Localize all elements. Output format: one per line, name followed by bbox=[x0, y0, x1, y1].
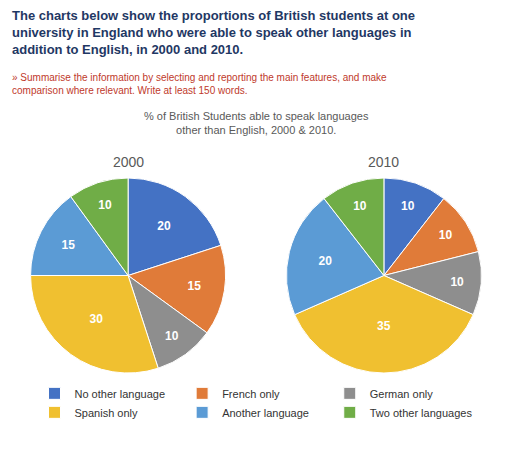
svg-text:10: 10 bbox=[401, 199, 415, 213]
svg-text:Spanish only: Spanish only bbox=[75, 407, 138, 419]
svg-text:20: 20 bbox=[319, 254, 333, 268]
svg-text:2000: 2000 bbox=[113, 154, 144, 170]
svg-text:10: 10 bbox=[353, 199, 367, 213]
svg-text:Another language: Another language bbox=[222, 407, 309, 419]
svg-text:30: 30 bbox=[90, 312, 104, 326]
svg-text:20: 20 bbox=[157, 219, 171, 233]
svg-text:2010: 2010 bbox=[368, 154, 399, 170]
svg-text:German only: German only bbox=[370, 388, 433, 400]
svg-text:10: 10 bbox=[165, 329, 179, 343]
svg-text:» Summarise the information by: » Summarise the information by selecting… bbox=[12, 72, 387, 96]
svg-text:35: 35 bbox=[377, 319, 391, 333]
svg-text:10: 10 bbox=[98, 198, 112, 212]
svg-text:15: 15 bbox=[61, 238, 75, 252]
svg-text:French only: French only bbox=[222, 388, 280, 400]
svg-text:15: 15 bbox=[187, 279, 201, 293]
svg-text:Two other languages: Two other languages bbox=[370, 407, 473, 419]
svg-text:% of British Students able to: % of British Students able to speak lang… bbox=[144, 110, 369, 136]
svg-text:10: 10 bbox=[450, 275, 464, 289]
svg-text:The charts below show the prop: The charts below show the proportions of… bbox=[12, 8, 415, 57]
svg-text:10: 10 bbox=[439, 228, 453, 242]
svg-text:No other language: No other language bbox=[75, 388, 166, 400]
